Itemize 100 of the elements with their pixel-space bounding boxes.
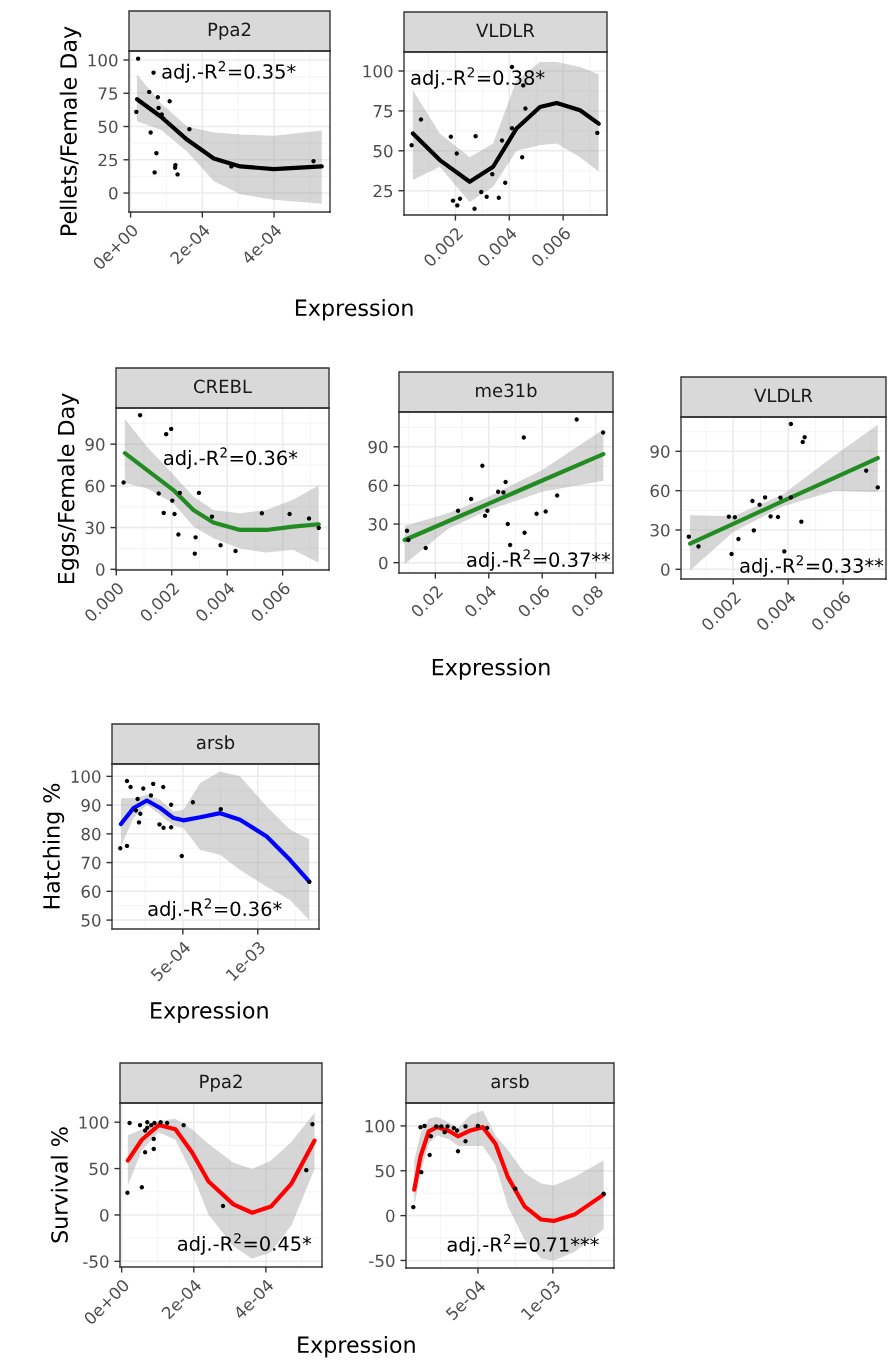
point [751,528,757,533]
point [145,1125,150,1130]
point [156,491,161,496]
point [307,879,312,885]
point [522,530,527,535]
point [762,495,768,500]
point [513,1186,518,1191]
point [161,510,166,516]
point [218,543,223,548]
annotation: adj.-R$^{2}$=0.36* [164,447,298,469]
point [479,189,484,195]
point [503,180,508,185]
point [455,1149,461,1154]
point [409,143,414,148]
point [521,435,526,440]
point [137,1122,143,1128]
y-tick-label: 0 [386,1209,395,1223]
y-tick-label: -50 [369,1254,395,1268]
annotation: adj.-R$^{2}$=0.45* [177,1233,312,1255]
point [161,116,166,121]
point [418,117,424,122]
point [135,796,140,802]
point [128,784,133,790]
point [259,511,265,516]
point [499,138,505,143]
chart-title: arsb [491,1074,529,1089]
x-axis-title: Expression [298,1335,415,1358]
point [463,1124,468,1129]
y-tick-label: 100 [88,53,118,67]
y-tick-label: 0 [661,563,670,576]
point [169,426,174,432]
point [501,490,506,495]
point [726,514,732,519]
point [455,508,461,513]
point [768,514,773,519]
line-series [125,1122,317,1215]
y-tick-label: 30 [368,518,388,531]
point [505,521,510,527]
y-tick-label: 90 [85,438,105,451]
point [484,194,489,199]
point [193,535,198,540]
point [175,172,180,177]
point [138,811,143,816]
point [507,542,513,548]
x-axis-title: Expression [151,1001,268,1024]
point [209,514,215,519]
chart-title: arsb [196,735,235,750]
point [503,479,508,485]
point [427,1152,432,1158]
point [520,155,525,160]
y-axis-title: Pellets/Female Day [59,26,82,235]
point [523,106,528,111]
point [775,514,781,520]
point [151,70,156,75]
point [422,1123,427,1129]
point [304,1167,309,1173]
point [164,431,169,437]
point [148,130,153,135]
y-axis-title: Survival % [50,1127,68,1243]
point [155,95,161,100]
point [800,439,805,445]
point [757,502,762,507]
point [448,134,454,139]
point [495,489,501,494]
y-tick-label: 50 [373,144,393,158]
point [170,498,175,503]
line-series [412,1125,606,1223]
point [428,1134,434,1139]
x-axis-title: Expression [432,658,550,680]
point [490,171,495,177]
point [164,1120,170,1126]
y-axis-title: Hatching % [42,783,65,909]
point [485,508,490,513]
y-tick-label: 100 [363,64,393,78]
point [125,1190,130,1195]
point [543,509,548,514]
point [161,825,166,831]
point [455,203,460,208]
point [484,1125,490,1131]
y-axis-title: Eggs/Female Day [57,393,79,584]
point [137,412,143,418]
point [788,495,794,500]
y-tick-label: 90 [368,440,388,454]
point [729,551,734,557]
chart-title: Ppa2 [200,1074,242,1092]
annotation: adj.-R$^{2}$=0.38* [411,67,545,89]
x-axis-title: Expression [295,298,413,321]
point [118,846,123,851]
point [802,435,807,440]
y-tick-label: 100 [79,1116,109,1129]
point [190,800,196,805]
point [750,498,755,504]
point [145,1120,150,1125]
point [151,1136,156,1142]
point [445,1124,450,1129]
line-series [134,97,324,172]
point [141,786,146,791]
y-tick-label: 100 [71,770,101,783]
y-tick-label: 90 [650,445,670,458]
point [196,490,202,496]
